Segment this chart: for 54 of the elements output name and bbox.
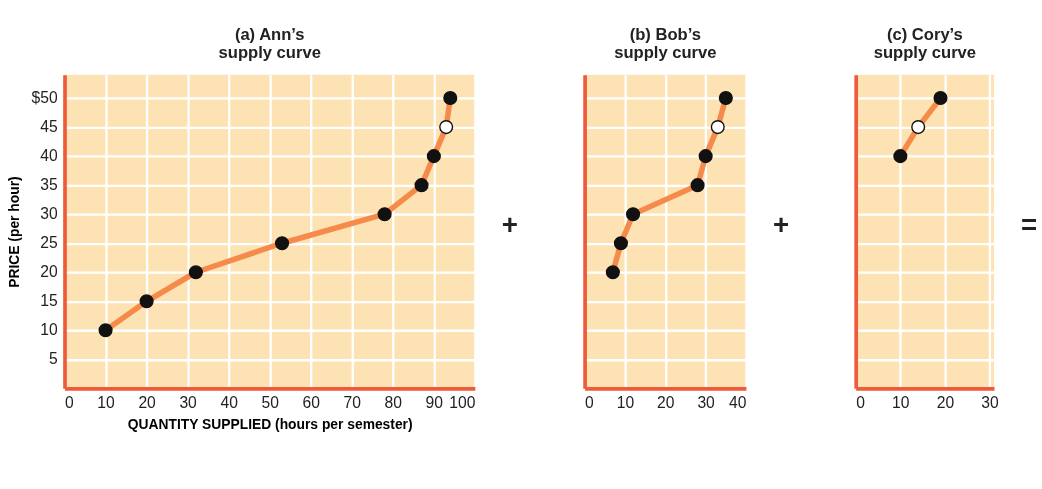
point [698, 149, 713, 164]
x-tick-label: 0 [65, 394, 75, 412]
point [426, 149, 441, 164]
x-tick-label: 0 [856, 394, 866, 412]
point [188, 265, 203, 280]
chart-title: (c) Cory’s supply curve [873, 24, 977, 63]
point [139, 294, 154, 309]
y-tick-label: 5 [48, 350, 58, 368]
point [690, 178, 705, 193]
x-tick-label: 20 [138, 394, 157, 412]
x-tick-label: 70 [343, 394, 362, 412]
chart-title: (b) Bob’s supply curve [614, 24, 717, 63]
point [710, 120, 725, 135]
x-tick-label: 80 [384, 394, 403, 412]
x-tick-label: 30 [697, 394, 716, 412]
y-tick-label: 10 [40, 321, 58, 339]
point [98, 323, 113, 338]
x-tick-label: 40 [729, 394, 747, 412]
point [718, 91, 733, 106]
x-tick-label: 10 [97, 394, 116, 412]
chart-title: (a) Ann’s supply curve [218, 24, 321, 63]
x-tick-label: 20 [936, 394, 955, 412]
y-tick-label: $50 [31, 89, 58, 107]
x-tick-label: 30 [179, 394, 198, 412]
x-tick-label: 40 [220, 394, 239, 412]
text: + [772, 208, 790, 240]
point [613, 236, 628, 251]
x-tick-label: 10 [616, 394, 635, 412]
point [377, 207, 392, 222]
point [443, 91, 458, 106]
x-tick-label: 60 [302, 394, 321, 412]
y-tick-label: 35 [40, 176, 58, 194]
point [439, 120, 454, 135]
point [625, 207, 641, 222]
text: = [1021, 208, 1038, 240]
point [274, 236, 290, 251]
x-tick-label: 90 [425, 394, 444, 412]
y-tick-label: 45 [40, 118, 58, 136]
text: + [501, 208, 519, 240]
x-tick-label: 20 [657, 394, 675, 412]
x-tick-label: 0 [585, 394, 595, 412]
x-axis-title: QUANTITY SUPPLIED (hours per semester) [127, 416, 413, 433]
x-tick-label: 50 [261, 394, 280, 412]
y-tick-label: 15 [40, 292, 58, 310]
x-tick-label: 30 [981, 394, 1000, 412]
y-tick-label: 30 [40, 205, 58, 223]
point [605, 265, 620, 280]
x-tick-label: 100 [449, 394, 476, 412]
point [414, 178, 429, 193]
y-tick-label: 25 [40, 234, 58, 252]
y-tick-label: 20 [40, 263, 58, 281]
y-axis-title: PRICE (per hour) [6, 176, 23, 288]
y-tick-label: 40 [40, 147, 58, 165]
x-tick-label: 10 [892, 394, 910, 412]
